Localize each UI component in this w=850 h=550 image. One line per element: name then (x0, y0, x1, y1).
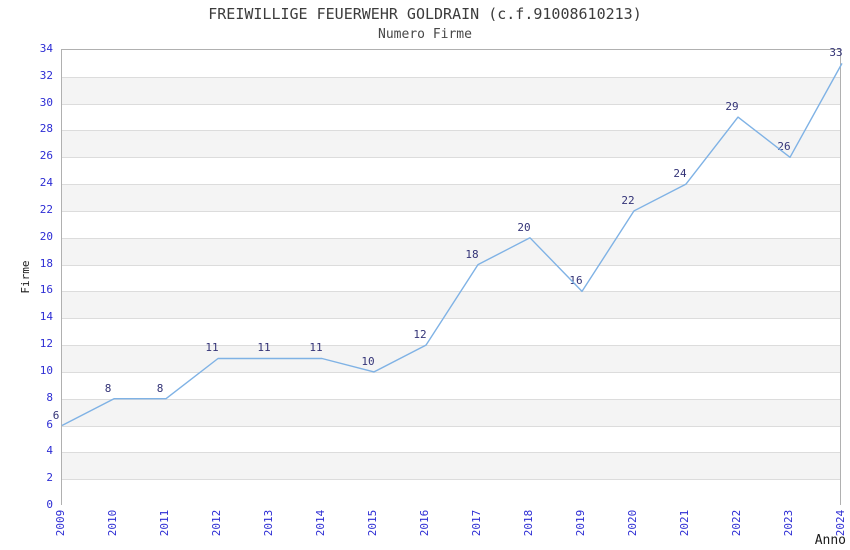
y-tick-label: 10 (39, 363, 53, 377)
data-point-label: 20 (517, 220, 531, 234)
gridline (62, 291, 840, 292)
plot-band (62, 318, 840, 346)
data-point-label: 16 (569, 274, 583, 288)
plot-band (62, 452, 840, 480)
y-tick-label: 14 (39, 310, 53, 324)
x-tick-label: 2021 (678, 509, 691, 537)
data-point-label: 11 (205, 341, 219, 355)
y-tick-label: 26 (39, 149, 53, 163)
data-point-label: 8 (104, 381, 112, 395)
x-tick-label: 2019 (574, 509, 587, 537)
x-tick-label: 2020 (626, 509, 639, 537)
y-tick-label: 22 (39, 202, 53, 216)
gridline (62, 130, 840, 131)
gridline (62, 318, 840, 319)
x-tick-label: 2022 (730, 509, 743, 537)
y-axis-label: Firme (19, 260, 32, 294)
y-tick-label: 32 (39, 68, 53, 82)
data-point-label: 24 (673, 167, 687, 181)
plot-band (62, 210, 840, 238)
line-series-svg (61, 63, 843, 427)
data-point-label: 6 (52, 408, 60, 422)
x-tick-label: 2012 (210, 509, 223, 537)
y-tick-label: 20 (39, 229, 53, 243)
y-tick-label: 8 (46, 390, 53, 404)
data-point-label: 11 (309, 341, 323, 355)
gridline (62, 184, 840, 185)
plot-band (62, 264, 840, 292)
y-tick-label: 24 (39, 176, 53, 190)
x-tick-label: 2015 (366, 509, 379, 537)
plot-band (62, 425, 840, 453)
x-tick-label: 2009 (54, 509, 67, 537)
y-tick-label: 16 (39, 283, 53, 297)
chart-title: FREIWILLIGE FEUERWEHR GOLDRAIN (c.f.9100… (208, 5, 642, 23)
chart-subtitle: Numero Firme (378, 27, 472, 42)
plot-band (62, 237, 840, 265)
data-point-label: 12 (413, 328, 427, 342)
gridline (62, 238, 840, 239)
gridline (62, 426, 840, 427)
data-point-label: 33 (829, 46, 843, 60)
y-tick-label: 0 (46, 498, 53, 511)
plot-band (62, 103, 840, 131)
y-tick-label: 2 (46, 471, 53, 485)
x-tick-label: 2016 (418, 509, 431, 537)
x-tick-label: 2014 (314, 509, 327, 537)
y-tick-label: 18 (39, 256, 53, 270)
x-tick-label: 2013 (262, 509, 275, 537)
data-point-label: 8 (156, 381, 164, 395)
plot-band (62, 50, 840, 77)
plot-band (62, 345, 840, 372)
gridline (62, 479, 840, 480)
data-point-label: 10 (361, 354, 375, 368)
plot-band (62, 157, 840, 185)
y-tick-label: 34 (39, 42, 53, 55)
plot-band (62, 184, 840, 211)
x-tick-label: 2011 (158, 509, 171, 537)
plot-band (62, 76, 840, 104)
plot-band (62, 398, 840, 426)
gridline (62, 265, 840, 266)
gridline (62, 77, 840, 78)
data-point-label: 22 (621, 193, 635, 207)
y-tick-label: 30 (39, 95, 53, 109)
line-series (61, 63, 843, 427)
y-tick-label: 12 (39, 337, 53, 351)
gridline (62, 372, 840, 373)
gridline (62, 452, 840, 453)
data-point-label: 18 (465, 247, 479, 261)
gridline (62, 157, 840, 158)
data-point-label: 11 (257, 341, 271, 355)
plot-area (61, 49, 843, 506)
x-tick-label: 2017 (470, 509, 483, 537)
gridline (62, 399, 840, 400)
y-tick-label: 4 (46, 444, 53, 458)
y-tick-label: 6 (46, 417, 53, 431)
x-tick-label: 2018 (522, 509, 535, 537)
x-tick-label: 2010 (106, 509, 119, 537)
plot-band (62, 479, 840, 506)
plot-band (62, 371, 840, 399)
gridline (62, 345, 840, 346)
gridline (62, 211, 840, 212)
x-axis-label: Anno (814, 533, 846, 548)
data-point-label: 29 (725, 100, 739, 114)
plot-band (62, 291, 840, 319)
y-tick-label: 28 (39, 122, 53, 136)
gridline (62, 104, 840, 105)
